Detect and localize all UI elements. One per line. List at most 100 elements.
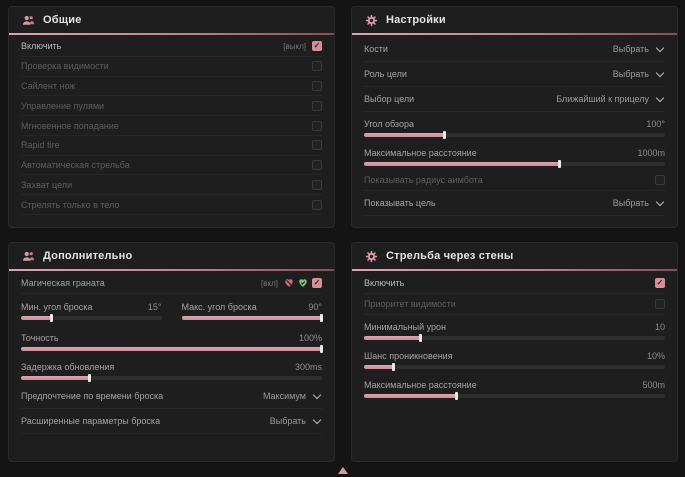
row-label: Включить	[364, 278, 405, 288]
auto-fire-checkbox[interactable]	[312, 160, 322, 171]
panel-title: Настройки	[386, 14, 446, 26]
show-target-select[interactable]: Выбрать	[611, 195, 665, 211]
row-label: Мин. угол броска	[21, 302, 93, 312]
visibility-priority-checkbox[interactable]	[655, 299, 665, 309]
bullet-control-checkbox[interactable]	[312, 100, 322, 111]
slider-value: 1000m	[637, 147, 665, 158]
row-silent-knife: Сайлент нож	[21, 77, 322, 97]
body-only-checkbox[interactable]	[312, 199, 322, 210]
header-underline	[352, 269, 677, 271]
advanced-throw-params-select[interactable]: Выбрать	[268, 413, 322, 429]
row-accuracy: Точность 100%	[21, 326, 323, 355]
panel-additional: Дополнительно Магическая граната [вкл]	[8, 242, 335, 462]
target-role-select[interactable]: Выбрать	[611, 66, 665, 82]
panel-title: Общие	[43, 14, 82, 26]
panel-settings: Настройки Кости Выбрать Роль цели Выбрат…	[351, 6, 678, 228]
row-label: Мгновенное попадание	[21, 120, 119, 131]
slider-value: 100%	[298, 332, 322, 343]
wallbang-enable-checkbox[interactable]	[655, 278, 665, 288]
bones-select[interactable]: Выбрать	[611, 41, 665, 57]
chevron-down-icon	[655, 93, 665, 102]
target-selection-select[interactable]: Ближайший к прицелу	[554, 91, 665, 107]
slider-value: 10%	[646, 350, 665, 361]
max-throw-angle-slider[interactable]	[181, 314, 323, 322]
fov-slider[interactable]	[364, 130, 665, 139]
instant-hit-checkbox[interactable]	[312, 120, 322, 131]
select-value: Ближайший к прицелу	[556, 94, 649, 104]
slider-fill	[364, 391, 459, 400]
row-bullet-control: Управление пулями	[21, 96, 322, 117]
row-label: Предпочтение по времени броска	[21, 391, 164, 401]
panel-general-header: Общие	[9, 7, 334, 33]
row-label: Захват цели	[21, 179, 73, 190]
panel-title: Стрельба через стены	[386, 250, 514, 262]
penetration-chance-slider[interactable]	[364, 362, 665, 371]
row-label: Автоматическая стрельба	[21, 160, 130, 171]
slider-thumb[interactable]	[320, 344, 323, 353]
wallbang-max-distance-slider[interactable]	[364, 391, 665, 400]
max-throw-angle-group: Макс. угол броска 90°	[181, 296, 323, 326]
row-advanced-throw-params: Расширенные параметры броска Выбрать	[21, 409, 322, 434]
row-label: Угол обзора	[364, 118, 414, 129]
accuracy-slider[interactable]	[21, 344, 323, 353]
slider-thumb[interactable]	[455, 391, 459, 400]
row-label: Приоритет видимости	[364, 299, 456, 309]
chevron-down-icon	[655, 197, 665, 206]
silent-knife-checkbox[interactable]	[312, 80, 322, 91]
row-label: Управление пулями	[21, 100, 105, 111]
keybind-hint: [вкл]	[261, 278, 278, 288]
slider-fill	[21, 344, 323, 353]
row-label: Минимальный урон	[364, 321, 447, 332]
visibility-check-checkbox[interactable]	[312, 61, 322, 72]
people-icon	[22, 250, 35, 263]
slider-thumb[interactable]	[320, 314, 323, 322]
select-value: Максимум	[262, 391, 306, 401]
chevron-down-icon	[312, 415, 322, 424]
slider-thumb[interactable]	[392, 362, 396, 371]
select-value: Выбрать	[612, 69, 649, 79]
show-aimbot-radius-checkbox[interactable]	[655, 175, 665, 185]
select-value: Выбрать	[612, 198, 649, 208]
slider-thumb[interactable]	[557, 159, 561, 168]
slider-thumb[interactable]	[88, 373, 92, 382]
rapid-fire-checkbox[interactable]	[312, 140, 322, 151]
update-delay-slider[interactable]	[21, 373, 322, 382]
row-update-delay: Задержка обновления 300ms	[21, 355, 322, 384]
row-magic-grenade: Магическая граната [вкл]	[21, 273, 322, 294]
row-penetration-chance: Шанс проникновения 10%	[364, 344, 665, 373]
row-label: Шанс проникновения	[364, 350, 453, 361]
row-label: Точность	[21, 332, 59, 343]
row-show-target: Показывать цель Выбрать	[364, 191, 665, 216]
row-label: Показывать радиус аимбота	[364, 175, 483, 185]
slider-value: 300ms	[294, 361, 322, 372]
throw-time-preference-select[interactable]: Максимум	[261, 388, 322, 404]
enable-checkbox[interactable]	[312, 41, 322, 52]
row-label: Сайлент нож	[21, 80, 76, 91]
panel-settings-body: Кости Выбрать Роль цели Выбрать Выбор це…	[352, 35, 677, 227]
max-distance-slider[interactable]	[364, 159, 665, 168]
slider-thumb[interactable]	[49, 314, 53, 322]
slider-value: 15°	[147, 302, 162, 312]
heart-like-icon[interactable]	[298, 278, 308, 288]
row-wallbang-enable: Включить	[364, 273, 665, 294]
row-instant-hit: Мгновенное попадание	[21, 116, 322, 136]
panel-wallbang-body: Включить Приоритет видимости Минимальный…	[352, 271, 677, 461]
slider-thumb[interactable]	[419, 333, 423, 342]
slider-thumb[interactable]	[443, 130, 447, 139]
row-body-only: Стрелять только в тело	[21, 195, 322, 216]
panel-settings-header: Настройки	[352, 7, 677, 33]
slider-value: 100°	[646, 118, 665, 129]
select-value: Выбрать	[612, 44, 649, 54]
heart-dislike-icon[interactable]	[284, 278, 294, 288]
min-damage-slider[interactable]	[364, 333, 665, 342]
scroll-up-icon[interactable]	[337, 467, 348, 474]
row-max-distance: Максимальное расстояние 1000m	[364, 141, 665, 170]
target-lock-checkbox[interactable]	[312, 179, 322, 190]
slider-fill	[364, 130, 447, 139]
min-throw-angle-slider[interactable]	[21, 314, 162, 322]
panel-wallbang: Стрельба через стены Включить Приоритет …	[351, 242, 678, 462]
row-throw-angles: Мин. угол броска 15° Макс. угол броска 9…	[21, 294, 323, 326]
magic-grenade-checkbox[interactable]	[312, 278, 322, 288]
row-label: Rapid fire	[21, 140, 60, 151]
chevron-down-icon	[312, 390, 322, 399]
